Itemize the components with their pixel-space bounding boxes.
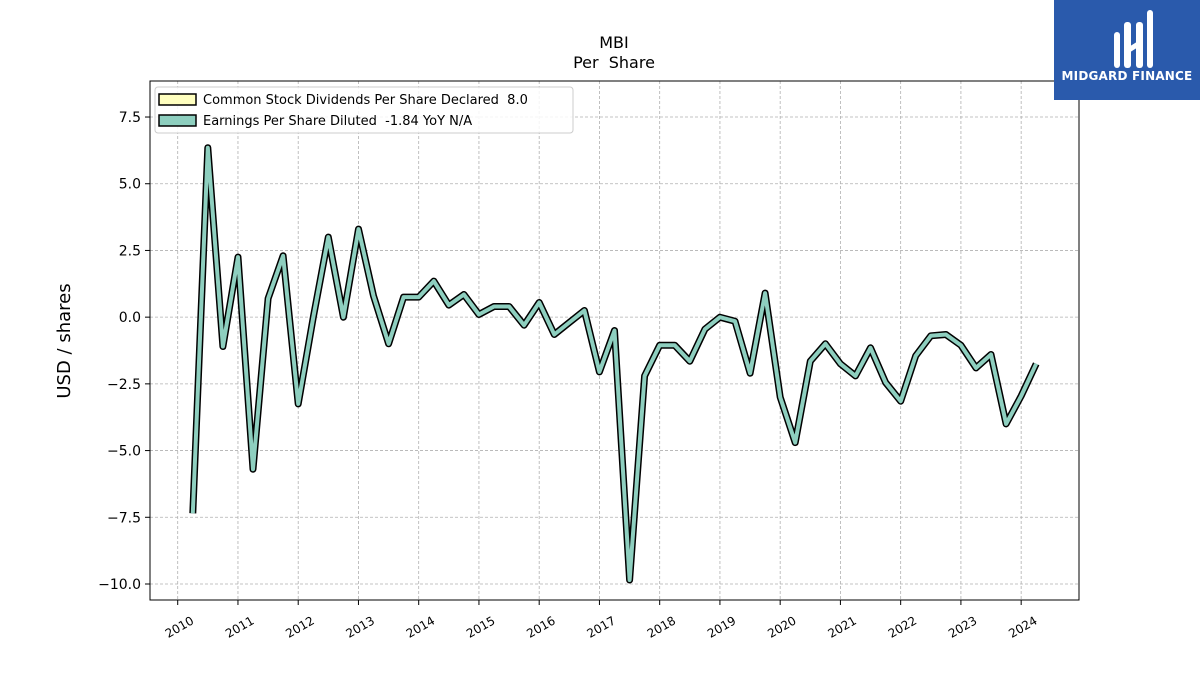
chart-title: MBI: [599, 33, 629, 52]
y-tick-label: 2.5: [119, 243, 141, 259]
eps-line-outline: [189, 144, 1040, 584]
legend-label-eps: Earnings Per Share Diluted -1.84 YoY N/A: [203, 114, 472, 129]
y-axis: 7.5 5.0 2.5 0.0 −2.5 −5.0 −7.5 −10.0: [98, 110, 150, 593]
series-layer: [189, 144, 1040, 584]
y-tick-label: 7.5: [119, 110, 141, 126]
grid-lines: [150, 81, 1079, 600]
x-tick-label: 2011: [223, 613, 256, 640]
legend-label-dividends: Common Stock Dividends Per Share Declare…: [203, 93, 528, 108]
y-axis-label: USD / shares: [54, 283, 75, 398]
x-tick-label: 2018: [645, 613, 678, 640]
x-tick-label: 2017: [584, 613, 617, 640]
x-tick-label: 2012: [283, 613, 316, 640]
y-tick-label: −10.0: [98, 577, 141, 593]
legend-swatch-dividends: [158, 93, 197, 106]
brand-logo: MIDGARD FINANCE: [1054, 0, 1200, 100]
chart-subtitle: Per Share: [573, 53, 655, 72]
x-tick-label: 2013: [343, 613, 376, 640]
legend-box: [154, 86, 574, 134]
legend-swatch-eps: [158, 114, 197, 127]
x-tick-label: 2014: [404, 613, 437, 640]
y-tick-label: −5.0: [107, 444, 141, 460]
x-tick-label: 2022: [886, 613, 919, 640]
y-tick-label: 5.0: [119, 177, 141, 193]
x-tick-label: 2016: [524, 613, 557, 640]
brand-name: MIDGARD FINANCE: [1061, 69, 1193, 83]
x-tick-label: 2023: [946, 613, 979, 640]
brand-mark-icon: [1114, 10, 1153, 68]
x-tick-label: 2020: [765, 613, 798, 640]
eps-line: [190, 145, 1039, 582]
x-tick-label: 2021: [825, 613, 858, 640]
y-tick-label: −7.5: [107, 510, 141, 526]
x-tick-label: 2024: [1006, 613, 1039, 640]
x-tick-label: 2019: [705, 613, 738, 640]
plot-frame: [149, 80, 1080, 601]
y-tick-label: 0.0: [119, 310, 141, 326]
x-tick-label: 2010: [163, 613, 196, 640]
legend: Common Stock Dividends Per Share Declare…: [154, 86, 574, 134]
x-tick-label: 2015: [464, 613, 497, 640]
x-axis: 2010 2011 2012 2013 2014 2015 2016 2017 2018 2019…: [163, 600, 1040, 641]
y-tick-label: −2.5: [107, 377, 141, 393]
